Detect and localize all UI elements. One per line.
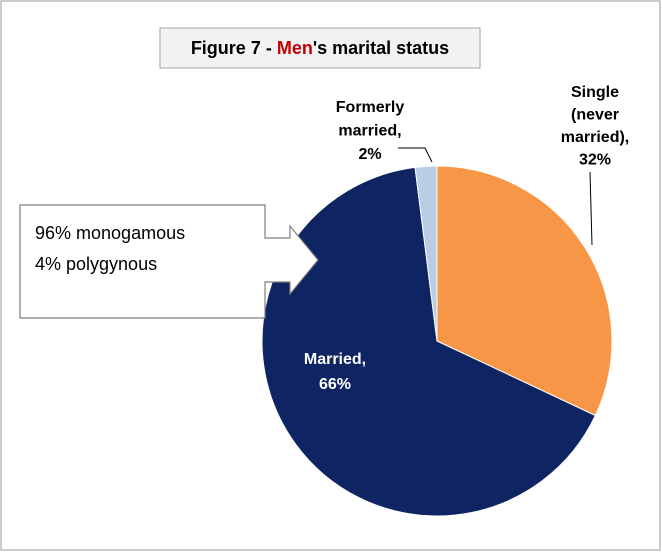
data-label: married,	[338, 123, 401, 140]
pie-slice	[261, 166, 597, 517]
data-label: Single	[571, 84, 619, 101]
data-label: married),	[561, 129, 629, 146]
chart-title: Figure 7 - Men's marital status	[191, 38, 449, 58]
callout	[19, 204, 319, 319]
annotation: 4% polygynous	[35, 254, 157, 274]
title-part: 's marital status	[313, 38, 449, 58]
pie-slice	[436, 165, 613, 417]
title-part: Men	[277, 38, 313, 58]
data-label: (never	[571, 107, 619, 124]
pie-slice	[414, 165, 438, 342]
value-label: 32%	[579, 152, 611, 169]
data-label: Formerly	[336, 99, 405, 116]
annotation: 96% monogamous	[35, 223, 185, 243]
leader-line	[589, 171, 593, 246]
data-label: Married,	[304, 351, 366, 368]
value-label: 2%	[358, 146, 381, 163]
title-part: Figure 7 -	[191, 38, 277, 58]
leader-line	[398, 147, 433, 163]
title-box	[159, 27, 481, 69]
value-label: 66%	[319, 376, 351, 393]
